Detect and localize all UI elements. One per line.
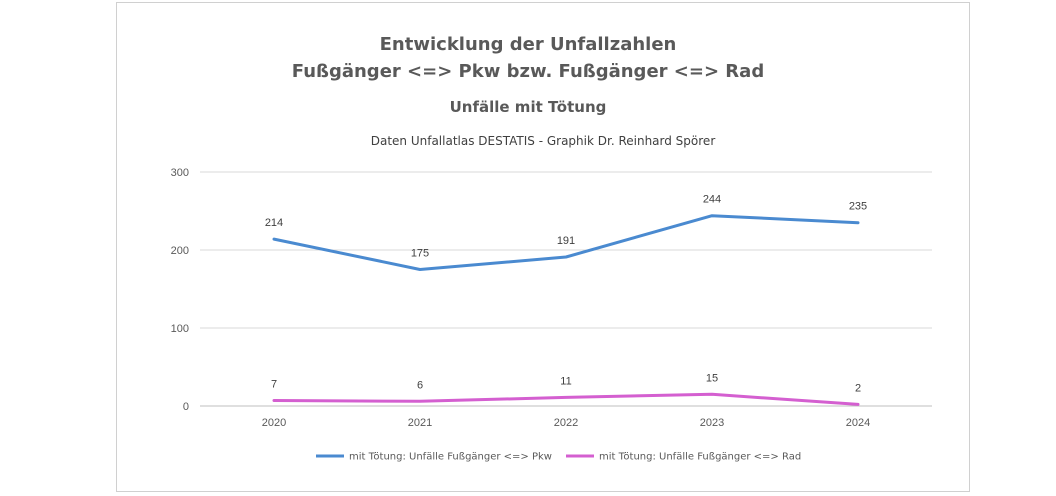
legend-label-1: mit Tötung: Unfälle Fußgänger <=> Pkw: [349, 452, 552, 463]
data-label: 235: [849, 201, 867, 213]
y-tick-label: 300: [171, 167, 189, 179]
data-label: 191: [557, 235, 575, 247]
series-line-1: [272, 214, 860, 271]
data-label: 214: [265, 217, 283, 229]
x-tick-label: 2024: [846, 417, 870, 429]
data-label: 175: [411, 248, 429, 260]
y-tick-label: 100: [171, 323, 189, 335]
chart-title: Entwicklung der Unfallzahlen: [379, 34, 677, 55]
y-tick-label: 200: [171, 245, 189, 257]
chart-subtitle: Unfälle mit Tötung: [449, 98, 607, 116]
data-label: 6: [417, 379, 423, 391]
series-line-2: [272, 392, 860, 406]
source-note: Daten Unfallatlas DESTATIS - Graphik Dr.…: [370, 134, 716, 148]
legend-label-2: mit Tötung: Unfälle Fußgänger <=> Rad: [599, 452, 801, 463]
y-tick-label: 0: [183, 401, 189, 413]
data-label: 7: [271, 379, 277, 391]
x-tick-label: 2023: [700, 417, 724, 429]
chart-title-line2: Fußgänger <=> Pkw bzw. Fußgänger <=> Rad: [291, 61, 765, 82]
data-label: 11: [560, 375, 571, 387]
data-label: 244: [703, 194, 721, 206]
x-tick-label: 2020: [262, 417, 286, 429]
x-tick-label: 2021: [408, 417, 432, 429]
x-tick-label: 2022: [554, 417, 578, 429]
chart-area: [116, 2, 970, 492]
data-label: 15: [706, 372, 718, 384]
data-label: 2: [855, 382, 861, 394]
